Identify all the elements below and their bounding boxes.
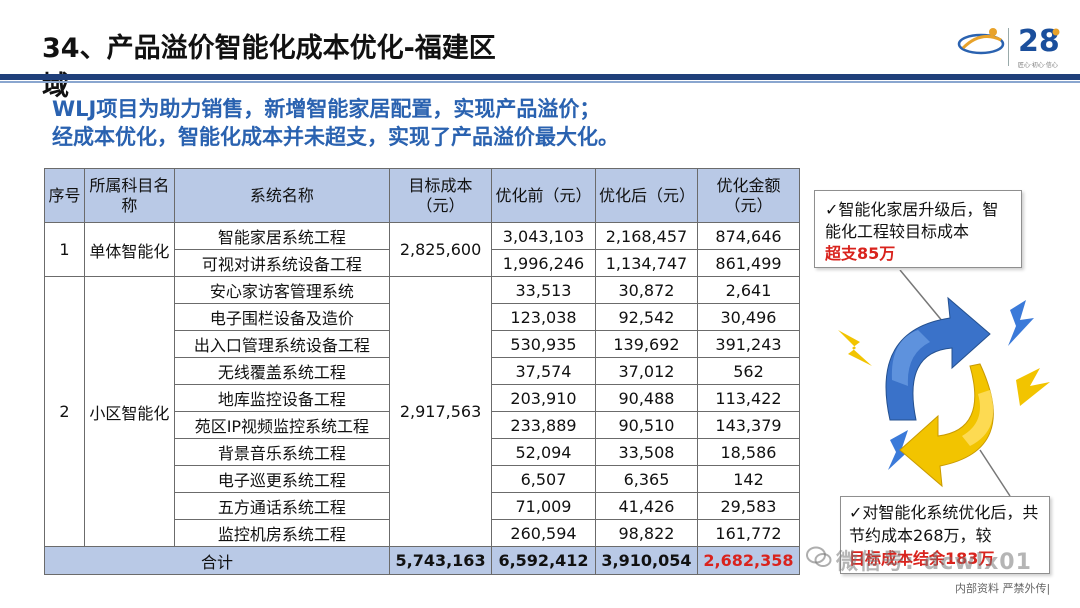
- table-row: 背景音乐系统工程 52,094 33,508 18,586: [45, 438, 801, 466]
- table-row: 无线覆盖系统工程 37,574 37,012 562: [45, 357, 801, 385]
- callout-overspend: ✓智能化家居升级后，智能化工程较目标成本 超支85万: [814, 190, 1022, 268]
- row-after: 6,365: [594, 465, 698, 493]
- callout-saving: ✓对智能化系统优化后，共节约成本268万，较 目标成本结余183万: [840, 496, 1050, 574]
- cost-table: 序号 所属科目名称 系统名称 目标成本（元） 优化前（元） 优化后（元） 优化金…: [43, 168, 801, 575]
- header-target: 目标成本（元）: [389, 168, 493, 223]
- row-system: 电子围栏设备及造价: [173, 303, 391, 331]
- table-total-row: 合计 5,743,163 6,592,412 3,910,054 2,682,3…: [43, 546, 801, 575]
- row-system: 监控机房系统工程: [173, 519, 391, 547]
- table-row: 2 小区智能化 安心家访客管理系统 2,917,563 33,513 30,87…: [44, 276, 801, 547]
- row-saving: 29,583: [696, 492, 801, 520]
- row-before: 530,935: [491, 330, 596, 358]
- row-before: 37,574: [491, 357, 596, 385]
- row-saving: 391,243: [696, 330, 801, 358]
- total-before: 6,592,412: [491, 546, 596, 575]
- row-before: 123,038: [491, 303, 596, 331]
- group2-target: 2,917,563: [389, 276, 493, 547]
- header-rule: [0, 74, 1080, 80]
- row-saving: 861,499: [696, 249, 801, 277]
- subtitle-line-2: 经成本优化，智能化成本并未超支，实现了产品溢价最大化。: [52, 125, 619, 149]
- watermark: 微信号: dcwlx01: [836, 550, 1032, 575]
- row-saving: 142: [696, 465, 801, 493]
- row-saving: 143,379: [696, 411, 801, 439]
- table-row: 苑区IP视频监控系统工程 233,889 90,510 143,379: [45, 411, 801, 439]
- row-after: 2,168,457: [594, 222, 698, 250]
- row-system: 出入口管理系统设备工程: [173, 330, 391, 358]
- callout-overspend-highlight: 超支85万: [825, 244, 896, 263]
- table-row: 监控机房系统工程 260,594 98,822 161,772: [45, 519, 801, 547]
- row-saving: 161,772: [696, 519, 801, 547]
- table-row: 五方通话系统工程 71,009 41,426 29,583: [45, 492, 801, 520]
- row-after: 98,822: [594, 519, 698, 547]
- row-system: 安心家访客管理系统: [173, 276, 391, 304]
- row-before: 6,507: [491, 465, 596, 493]
- row-system: 无线覆盖系统工程: [173, 357, 391, 385]
- group2-category: 小区智能化: [83, 276, 175, 547]
- logo-divider: [1008, 28, 1009, 66]
- callout-overspend-text: ✓智能化家居升级后，智能化工程较目标成本: [825, 200, 999, 241]
- wechat-icon: [806, 546, 832, 567]
- row-after: 41,426: [594, 492, 698, 520]
- table-header-row: 序号 所属科目名称 系统名称 目标成本（元） 优化前（元） 优化后（元） 优化金…: [44, 168, 801, 223]
- row-after: 30,872: [594, 276, 698, 304]
- row-system: 背景音乐系统工程: [173, 438, 391, 466]
- total-after: 3,910,054: [594, 546, 698, 575]
- total-target: 5,743,163: [389, 546, 493, 575]
- optimization-cycle-icon: [838, 270, 1050, 497]
- row-system: 可视对讲系统设备工程: [173, 249, 391, 277]
- row-before: 3,043,103: [491, 222, 596, 250]
- header-rule-thin: [0, 81, 1080, 83]
- row-saving: 562: [696, 357, 801, 385]
- group1-category: 单体智能化: [83, 222, 175, 277]
- header-system: 系统名称: [173, 168, 391, 223]
- row-before: 260,594: [491, 519, 596, 547]
- table-row: 出入口管理系统设备工程 530,935 139,692 391,243: [45, 330, 801, 358]
- row-saving: 30,496: [696, 303, 801, 331]
- row-before: 52,094: [491, 438, 596, 466]
- header-before: 优化前（元）: [491, 168, 596, 223]
- total-saving: 2,682,358: [696, 546, 801, 575]
- subtitle: WLJ项目为助力销售，新增智能家居配置，实现产品溢价； 经成本优化，智能化成本并…: [52, 95, 619, 151]
- row-saving: 113,422: [696, 384, 801, 412]
- row-after: 37,012: [594, 357, 698, 385]
- table-row: 电子围栏设备及造价 123,038 92,542 30,496: [45, 303, 801, 331]
- group2-seq: 2: [44, 276, 85, 547]
- row-saving: 874,646: [696, 222, 801, 250]
- row-system: 五方通话系统工程: [173, 492, 391, 520]
- row-system: 电子巡更系统工程: [173, 465, 391, 493]
- company-logo-icon: [957, 28, 1005, 55]
- row-after: 1,134,747: [594, 249, 698, 277]
- row-before: 203,910: [491, 384, 596, 412]
- header-seq: 序号: [44, 168, 85, 223]
- row-before: 1,996,246: [491, 249, 596, 277]
- row-after: 90,510: [594, 411, 698, 439]
- row-system: 智能家居系统工程: [173, 222, 391, 250]
- header-after: 优化后（元）: [594, 168, 698, 223]
- row-before: 71,009: [491, 492, 596, 520]
- logo-dot-icon: [1052, 28, 1060, 36]
- callout-saving-highlight: 目标成本结余183万: [849, 549, 995, 568]
- row-before: 33,513: [491, 276, 596, 304]
- anniversary-logo: 28: [1018, 24, 1060, 59]
- row-saving: 2,641: [696, 276, 801, 304]
- row-after: 139,692: [594, 330, 698, 358]
- row-system: 地库监控设备工程: [173, 384, 391, 412]
- row-after: 90,488: [594, 384, 698, 412]
- header-saving: 优化金额（元）: [696, 168, 801, 223]
- callout-saving-text: ✓对智能化系统优化后，共节约成本268万，较: [849, 503, 1039, 545]
- group1-target: 2,825,600: [389, 222, 493, 277]
- row-saving: 18,586: [696, 438, 801, 466]
- header-category: 所属科目名称: [83, 168, 175, 223]
- subtitle-line-1: WLJ项目为助力销售，新增智能家居配置，实现产品溢价；: [52, 97, 601, 121]
- footer-confidential: 内部资料 严禁外传|: [955, 582, 1051, 595]
- row-before: 233,889: [491, 411, 596, 439]
- row-after: 33,508: [594, 438, 698, 466]
- table-row: 1 单体智能化 智能家居系统工程 2,825,600 3,043,103 2,1…: [44, 222, 801, 277]
- table-row: 电子巡更系统工程 6,507 6,365 142: [45, 465, 801, 493]
- row-system: 苑区IP视频监控系统工程: [173, 411, 391, 439]
- anniversary-logo-sub: 匠心·初心·信心: [1018, 62, 1058, 69]
- row-after: 92,542: [594, 303, 698, 331]
- total-label: 合计: [43, 546, 391, 575]
- group1-seq: 1: [44, 222, 85, 277]
